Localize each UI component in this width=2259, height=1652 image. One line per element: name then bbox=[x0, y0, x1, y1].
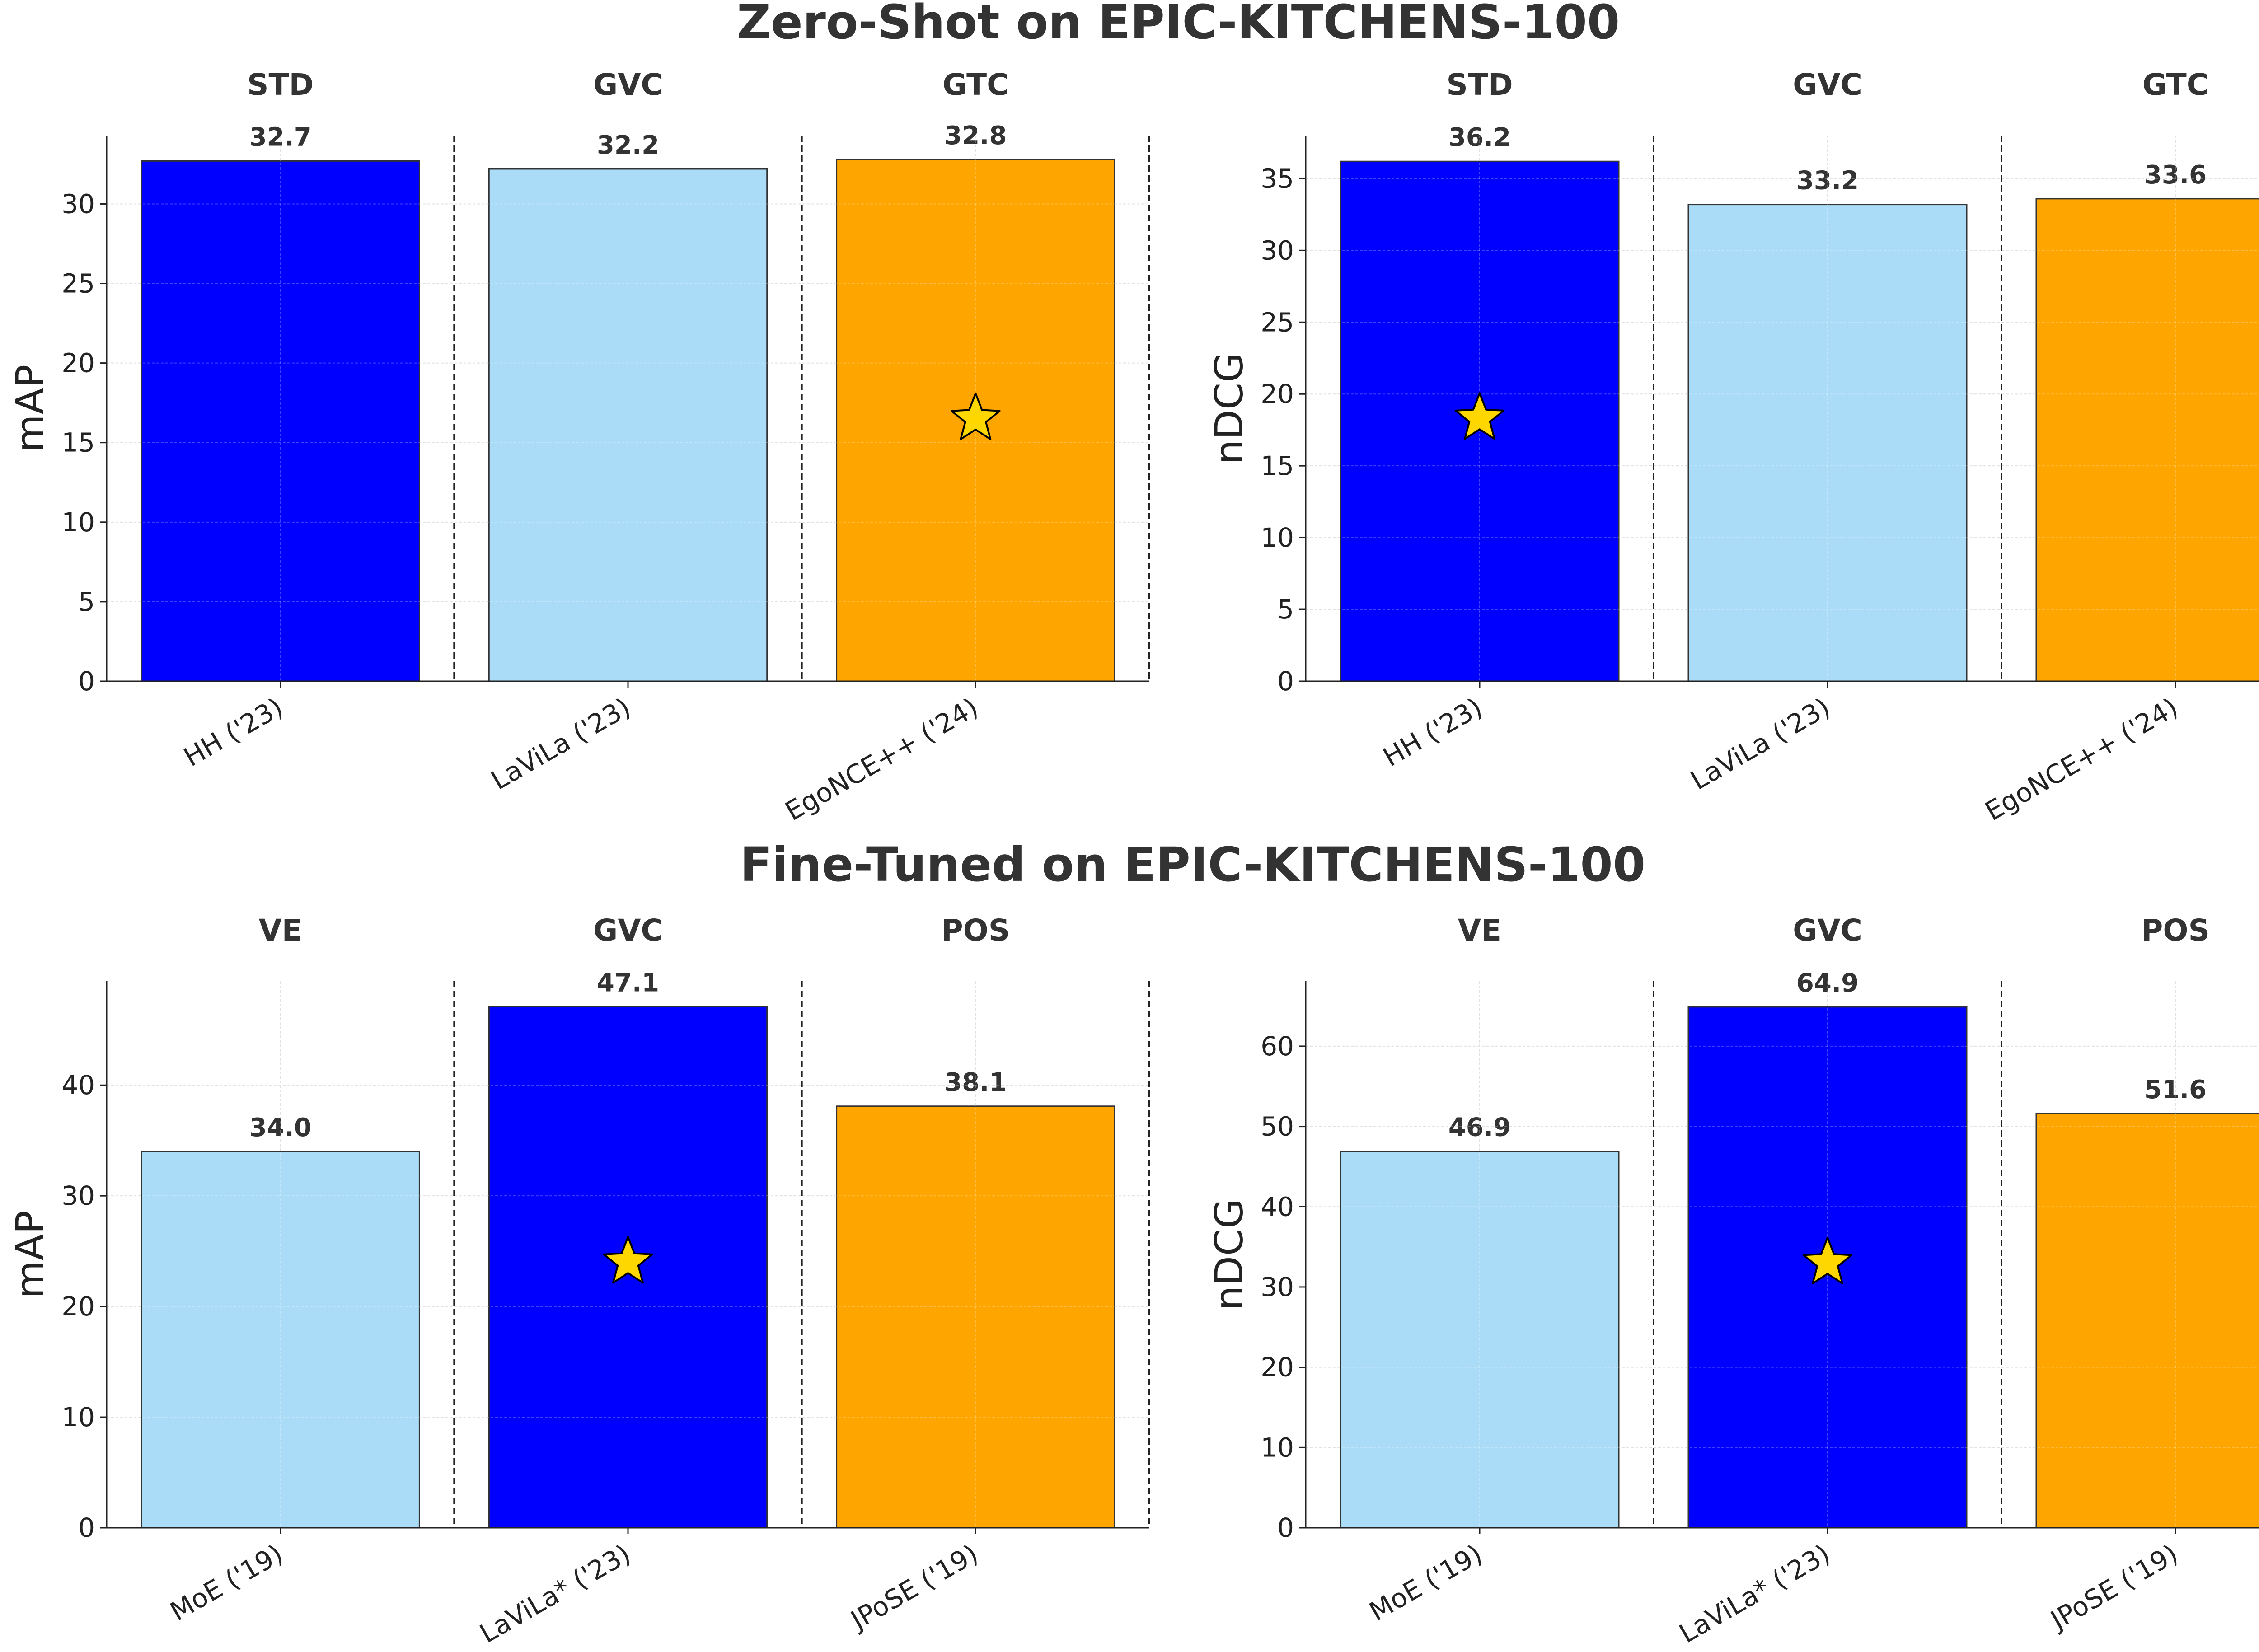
bar bbox=[1340, 1151, 1620, 1529]
x-category-label: LaViLa* ('23) bbox=[474, 1538, 636, 1649]
y-tick-label: 20 bbox=[1261, 379, 1294, 409]
group-label: VE bbox=[1458, 913, 1501, 948]
bar bbox=[2035, 1113, 2259, 1529]
y-tick-label: 30 bbox=[61, 1180, 95, 1211]
bar-value-label: 34.0 bbox=[249, 1113, 312, 1142]
bar-value-label: 47.1 bbox=[597, 968, 659, 997]
group-label: GVC bbox=[593, 67, 663, 102]
group-label: GTC bbox=[2142, 67, 2208, 102]
chart-panel-4: 46.9 64.9 51.6 0 10 20 30 40 50 60 nDCG VE GVC POS MoE… bbox=[1207, 913, 2259, 1649]
y-tick-label: 0 bbox=[1277, 666, 1294, 697]
highlight-star-icon bbox=[603, 1236, 653, 1284]
y-tick-label: 20 bbox=[61, 1291, 95, 1322]
group-label: GVC bbox=[1793, 913, 1862, 948]
highlight-star-icon bbox=[1454, 392, 1505, 440]
y-tick-label: 40 bbox=[1261, 1191, 1294, 1222]
bottom-section-title: Fine-Tuned on EPIC-KITCHENS-100 bbox=[740, 837, 1645, 892]
bar bbox=[2035, 198, 2259, 682]
y-tick-label: 5 bbox=[1277, 594, 1294, 625]
x-category-label: MoE ('19) bbox=[165, 1538, 288, 1627]
bar-value-label: 33.6 bbox=[2144, 160, 2207, 190]
y-tick-label: 60 bbox=[1261, 1031, 1294, 1062]
y-tick-label: 20 bbox=[61, 348, 95, 379]
y-axis-title: mAP bbox=[8, 1211, 53, 1298]
bar-value-label: 33.2 bbox=[1796, 166, 1859, 196]
x-category-label: JPoSE ('19) bbox=[2044, 1538, 2183, 1636]
y-tick-label: 25 bbox=[61, 268, 95, 299]
x-category-label: MoE ('19) bbox=[1364, 1538, 1487, 1627]
x-category-label: EgoNCE++ ('24) bbox=[780, 692, 984, 827]
y-tick-label: 10 bbox=[61, 1402, 95, 1432]
y-tick-label: 40 bbox=[61, 1070, 95, 1100]
y-tick-label: 20 bbox=[1261, 1352, 1294, 1383]
group-label: VE bbox=[259, 913, 302, 948]
y-tick-label: 0 bbox=[78, 1512, 95, 1543]
group-label: STD bbox=[247, 67, 314, 102]
y-tick-label: 15 bbox=[1261, 450, 1294, 481]
group-label: GVC bbox=[593, 913, 663, 948]
y-axis-title: nDCG bbox=[1207, 352, 1252, 464]
y-axis-title: mAP bbox=[8, 365, 53, 452]
x-category-label: EgoNCE++ ('24) bbox=[1980, 692, 2183, 827]
group-label: STD bbox=[1446, 67, 1513, 102]
bar bbox=[141, 1151, 420, 1529]
y-tick-label: 0 bbox=[1277, 1512, 1294, 1543]
charts-container: 32.7 32.2 32.8 0 5 10 15 20 25 30 mAP STD GVC GTC HH (… bbox=[8, 67, 2259, 1649]
x-category-label: HH ('23) bbox=[1378, 692, 1487, 772]
highlight-star-icon bbox=[951, 392, 1001, 440]
chart-panel-3: 34.0 47.1 38.1 0 10 20 30 40 mAP VE GVC POS MoE ('19… bbox=[8, 913, 1150, 1649]
bar bbox=[1687, 204, 1968, 682]
y-tick-label: 50 bbox=[1261, 1111, 1294, 1142]
group-label: POS bbox=[2141, 913, 2210, 948]
bar-value-label: 38.1 bbox=[944, 1068, 1007, 1097]
bar bbox=[488, 168, 768, 682]
bar-value-label: 36.2 bbox=[1448, 123, 1511, 152]
bar-value-label: 64.9 bbox=[1796, 969, 1859, 998]
x-category-label: LaViLa* ('23) bbox=[1674, 1538, 1835, 1649]
y-tick-label: 10 bbox=[61, 507, 95, 538]
group-label: GTC bbox=[942, 67, 1008, 102]
x-category-label: JPoSE ('19) bbox=[844, 1538, 983, 1636]
top-section-title: Zero-Shot on EPIC-KITCHENS-100 bbox=[737, 0, 1620, 50]
x-category-label: LaViLa ('23) bbox=[1685, 692, 1835, 796]
y-tick-label: 10 bbox=[1261, 522, 1294, 553]
y-tick-label: 25 bbox=[1261, 307, 1294, 337]
bar-value-label: 32.7 bbox=[249, 122, 312, 152]
bar bbox=[141, 160, 420, 682]
y-tick-label: 0 bbox=[78, 666, 95, 697]
y-tick-label: 35 bbox=[1261, 163, 1294, 194]
y-tick-label: 30 bbox=[1261, 1272, 1294, 1302]
x-category-label: HH ('23) bbox=[178, 692, 288, 772]
chart-panel-1: 32.7 32.2 32.8 0 5 10 15 20 25 30 mAP STD GVC GTC HH (… bbox=[8, 67, 1150, 827]
group-label: GVC bbox=[1793, 67, 1862, 102]
highlight-star-icon bbox=[1802, 1236, 1853, 1284]
x-category-label: LaViLa ('23) bbox=[486, 692, 636, 796]
bar-value-label: 32.2 bbox=[597, 131, 659, 160]
y-tick-label: 10 bbox=[1261, 1432, 1294, 1463]
y-tick-label: 5 bbox=[78, 586, 95, 617]
group-label: POS bbox=[941, 913, 1010, 948]
y-axis-title: nDCG bbox=[1207, 1198, 1252, 1310]
bar-value-label: 46.9 bbox=[1448, 1113, 1511, 1142]
bar-value-label: 51.6 bbox=[2144, 1075, 2207, 1104]
y-tick-label: 30 bbox=[61, 188, 95, 219]
chart-panel-2: 36.2 33.2 33.6 0 5 10 15 20 25 30 35 nDCG STD GVC GTC H… bbox=[1207, 67, 2259, 827]
bar-value-label: 32.8 bbox=[944, 121, 1007, 150]
y-tick-label: 30 bbox=[1261, 235, 1294, 266]
y-tick-label: 15 bbox=[61, 427, 95, 458]
